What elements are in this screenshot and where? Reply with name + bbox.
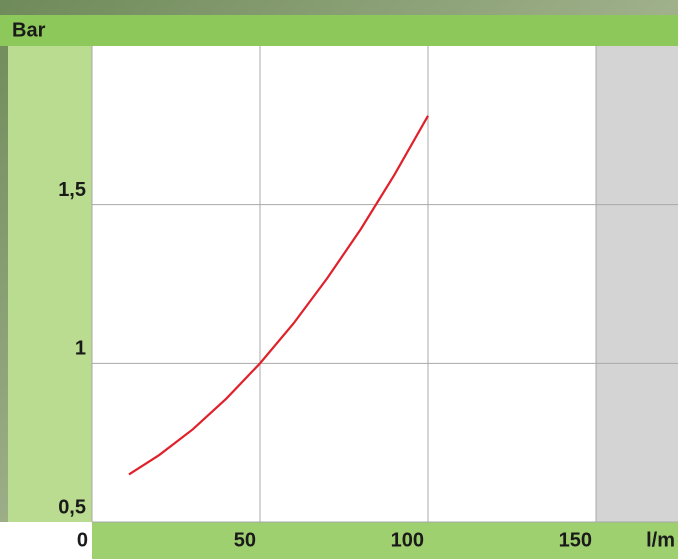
y-label-column — [8, 46, 92, 522]
y-tick-label: 1 — [75, 338, 86, 360]
x-tick-label: 150 — [559, 529, 592, 551]
data-line — [128, 115, 429, 476]
x-tick-label: 50 — [234, 529, 256, 551]
y-tick-label: 0,5 — [58, 496, 86, 518]
x-tick-label: 0 — [77, 529, 88, 551]
plot-area — [92, 46, 596, 522]
y-tick-label: 1,5 — [58, 179, 86, 201]
y-axis-label: Bar — [12, 19, 46, 41]
header-bar — [0, 15, 678, 46]
x-tick-label: 100 — [391, 529, 424, 551]
plot-extra — [596, 46, 678, 522]
x-label-row — [92, 522, 678, 559]
corner-cell — [0, 522, 92, 559]
x-axis-label: l/m — [646, 529, 675, 551]
